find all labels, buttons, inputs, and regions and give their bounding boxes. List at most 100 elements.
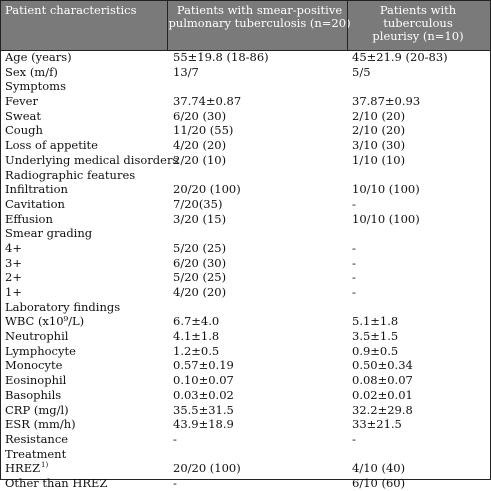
table-row: Loss of appetite 4/20 (20) 3/10 (30) [1, 138, 490, 153]
tb-pleurisy-value: 37.87±0.93 [352, 94, 421, 109]
row-label: 2+ [5, 270, 22, 285]
table-row: Cavitation 7/20(35) - [1, 197, 490, 212]
table-row: Sex (m/f) 13/7 5/5 [1, 65, 490, 80]
tb-pleurisy-value: 2/10 (20) [352, 123, 406, 138]
row-label: Infiltration [5, 182, 68, 197]
table-row: Radiographic features [1, 168, 490, 183]
tb-pleurisy-value: 6/10 (60) [352, 475, 406, 490]
table-body: Age (years) 55±19.8 (18-86) 45±21.9 (20-83… [1, 50, 490, 491]
table-row: 1+ 4/20 (20) - [1, 285, 490, 300]
row-label: HREZ [5, 461, 41, 476]
header-tb-pleurisy: Patients with tuberculous pleurisy (n=10… [347, 4, 489, 43]
pulmonary-tb-value: 2/20 (10) [173, 152, 227, 167]
row-label: ESR (mm/h) [5, 417, 76, 432]
table-row: Underlying medical disorders 2/20 (10) 1/1… [1, 153, 490, 168]
table-row: Laboratory findings [1, 300, 490, 315]
pulmonary-tb-value: 20/20 (100) [173, 461, 241, 476]
pulmonary-tb-value: 5/20 (25) [173, 270, 227, 285]
pulmonary-tb-value: 0.57±0.19 [173, 358, 234, 373]
tb-pleurisy-value: 33±21.5 [352, 417, 402, 432]
row-label: Age (years) [5, 50, 72, 64]
table-row: Cough 11/20 (55) 2/10 (20) [1, 123, 490, 138]
row-label: Effusion [5, 211, 53, 226]
row-label: Cavitation [5, 196, 65, 211]
tb-pleurisy-value: 10/10 (100) [352, 211, 420, 226]
tb-pleurisy-value: - [352, 255, 356, 270]
row-label: CRP (mg/l) [5, 402, 69, 417]
pulmonary-tb-value: 35.5±31.5 [173, 402, 234, 417]
row-label: Laboratory findings [5, 299, 121, 314]
tb-pleurisy-value: 0.08±0.07 [352, 373, 413, 388]
table-row: CRP (mg/l) 35.5±31.5 32.2±29.8 [1, 403, 490, 418]
pulmonary-tb-value: 1.2±0.5 [173, 343, 220, 358]
tb-pleurisy-value: - [352, 240, 356, 255]
row-label: Lymphocyte [5, 343, 76, 358]
pulmonary-tb-value: 3/20 (15) [173, 211, 227, 226]
row-label: Smear grading [5, 226, 93, 241]
pulmonary-tb-value: 6/20 (30) [173, 108, 227, 123]
row-label: Neutrophil [5, 329, 69, 344]
table-header: Patient characteristics Patients with sm… [1, 1, 490, 51]
row-label: Loss of appetite [5, 138, 98, 153]
tb-pleurisy-value: 2/10 (20) [352, 108, 406, 123]
table-row: Basophils 0.03±0.02 0.02±0.01 [1, 388, 490, 403]
table-row: Treatment [1, 447, 490, 462]
row-label: Monocyte [5, 358, 63, 373]
table-row: Symptoms [1, 79, 490, 94]
table-row: HREZ 1) 20/20 (100) 4/10 (40) [5, 461, 406, 476]
table-row: Age (years) 55±19.8 (18-86) 45±21.9 (20-83… [1, 50, 490, 65]
pulmonary-tb-value: - [173, 475, 177, 490]
row-label: 3+ [5, 255, 22, 270]
table-row: 3+ 6/20 (30) - [1, 256, 490, 271]
table-row: 4+ 5/20 (25) - [1, 241, 490, 256]
table-row: Sweat 6/20 (30) 2/10 (20) [1, 109, 490, 124]
row-label: Underlying medical disorders [5, 152, 179, 167]
table-row: Infiltration 20/20 (100) 10/10 (100) [1, 182, 490, 197]
row-label: Treatment [5, 446, 67, 461]
pulmonary-tb-value: 4.1±1.8 [173, 329, 220, 344]
header-tb-pleurisy-line2: pleurisy (n=10) [372, 29, 464, 43]
tb-pleurisy-value: 32.2±29.8 [352, 402, 413, 417]
pulmonary-tb-value: 5/20 (25) [173, 240, 227, 255]
row-label: Other than HREZ [5, 475, 108, 490]
tb-pleurisy-value: 3.5±1.5 [352, 329, 399, 344]
pulmonary-tb-value: 37.74±0.87 [173, 94, 242, 109]
tb-pleurisy-value: 45±21.9 (20-83) [352, 50, 448, 64]
header-pulmonary-tb: Patients with smear-positive pulmonary t… [167, 4, 352, 30]
table-row: 2+ 5/20 (25) - [1, 270, 490, 285]
pulmonary-tb-value: - [173, 431, 177, 446]
table-row: Effusion 3/20 (15) 10/10 (100) [1, 212, 490, 227]
table-row: ESR (mm/h) 43.9±18.9 33±21.5 [1, 417, 490, 432]
tb-pleurisy-value: 5/5 [352, 64, 371, 79]
tb-pleurisy-value: 1/10 (10) [352, 152, 406, 167]
pulmonary-tb-value: 6/20 (30) [173, 255, 227, 270]
pulmonary-tb-value: 0.03±0.02 [173, 387, 234, 402]
pulmonary-tb-value: 6.7±4.0 [173, 314, 220, 329]
tb-pleurisy-value: 4/10 (40) [352, 461, 406, 476]
table-row: Lymphocyte 1.2±0.5 0.9±0.5 [1, 344, 490, 359]
row-label: Radiographic features [5, 167, 136, 182]
row-label: Resistance [5, 431, 69, 446]
pulmonary-tb-value: 4/20 (20) [173, 138, 227, 153]
row-label: Sex (m/f) [5, 64, 58, 79]
table-row: Resistance - - [1, 432, 490, 447]
tb-pleurisy-value: 0.9±0.5 [352, 343, 399, 358]
tb-pleurisy-value: 5.1±1.8 [352, 314, 399, 329]
pulmonary-tb-value: 20/20 (100) [173, 182, 241, 197]
row-label: Sweat [5, 108, 42, 123]
table-row: WBC (x10⁹/L) 6.7±4.0 5.1±1.8 [1, 314, 490, 329]
header-characteristics: Patient characteristics [5, 3, 137, 17]
header-tb-pleurisy-line1: Patients with tuberculous [379, 3, 457, 30]
table-row: Monocyte 0.57±0.19 0.50±0.34 [1, 358, 490, 373]
tb-pleurisy-value: - [352, 431, 356, 446]
table-row: Smear grading [1, 226, 490, 241]
pulmonary-tb-value: 4/20 (20) [173, 285, 227, 299]
tb-pleurisy-value: 3/10 (30) [352, 138, 406, 153]
row-label: 4+ [5, 240, 22, 255]
tb-pleurisy-value: 0.50±0.34 [352, 358, 413, 373]
table-row: Other than HREZ - 6/10 (60) [1, 476, 490, 491]
table-row: Eosinophil 0.10±0.07 0.08±0.07 [1, 373, 490, 388]
row-label: Eosinophil [5, 373, 67, 388]
tb-pleurisy-value: - [352, 270, 356, 285]
